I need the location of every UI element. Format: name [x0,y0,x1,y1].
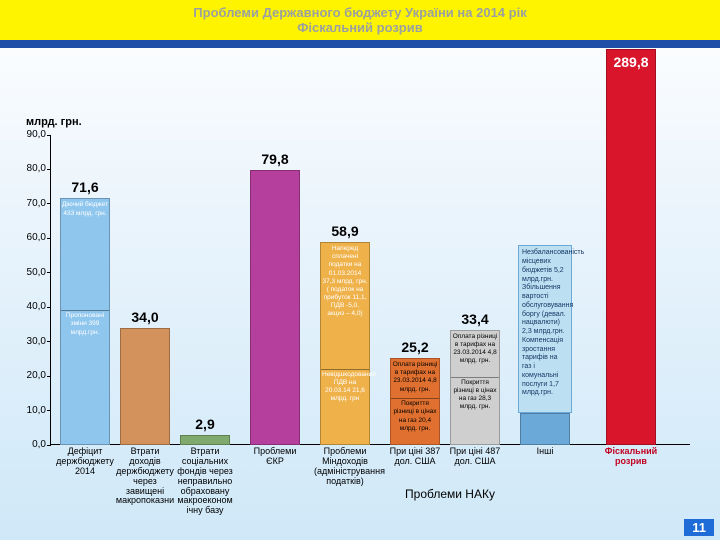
x-axis-label: Втрати соціальних фондів через неправиль… [174,447,236,516]
title-line-1: Проблеми Державного бюджету України на 2… [193,5,526,20]
bar [250,170,300,445]
bar [520,413,570,445]
y-tick: 80,0 [16,163,46,174]
x-axis-label: Проблеми ЄКР [244,447,306,467]
y-tick: 0,0 [16,439,46,450]
x-axis-label: Проблеми Міндоходів (адміністрування под… [314,447,376,487]
group-label: Проблеми НАКу [390,487,510,501]
bar-annotation: Покриття різниці в цінах на газ 20,4 млр… [391,400,439,444]
bar: Діючий бюджет 433 млрд. грн.Пропоновані … [60,198,110,445]
bar: 289,8 [606,49,656,445]
bar-value-label: 33,4 [450,311,500,327]
bar-annotation: Оплата різниці в тарифах на 23.03.2014 4… [391,361,439,396]
x-axis-label: Інші [514,447,576,457]
bar: Оплата різниці в тарифах на 23.03.2014 4… [390,358,440,445]
bar-value-label: 2,9 [180,416,230,432]
title-band: Проблеми Державного бюджету України на 2… [0,0,720,40]
x-axis-label: Втрати доходів держбюджету через завищен… [114,447,176,506]
x-axis-label: Фіскальний розрив [600,447,662,467]
bar-annotation: Невідшкодований ПДВ на 20.03.14 21,6 млр… [321,371,369,444]
bar: Наперед сплачені податки на 01.03.2014 3… [320,242,370,445]
bar-annotation: Наперед сплачені податки на 01.03.2014 3… [321,245,369,367]
bar [180,435,230,445]
y-tick: 10,0 [16,405,46,416]
bar-annotation-box: Незбалансованість місцевих бюджетів 5,2 … [518,245,572,413]
y-tick: 90,0 [16,129,46,140]
bar [120,328,170,445]
y-tick: 60,0 [16,232,46,243]
bar-divider [321,369,369,370]
y-axis [50,135,51,445]
y-axis-label: млрд. грн. [26,116,82,128]
y-tick: 50,0 [16,267,46,278]
x-axis-label: При ціні 487 дол. США [444,447,506,467]
y-tick: 20,0 [16,370,46,381]
bar-value-label: 58,9 [320,223,370,239]
bar-annotation: Пропоновані зміни 399 млрд.грн. [61,312,109,444]
bar-divider [451,377,499,378]
bar-annotation: Діючий бюджет 433 млрд. грн. [61,201,109,308]
bar-value-label: 289,8 [607,54,655,70]
y-tick: 70,0 [16,198,46,209]
y-tick: 40,0 [16,301,46,312]
title-line-2: Фіскальний розрив [297,20,422,35]
bar-annotation: Покриття різниці в цінах на газ 28,3 млр… [451,379,499,444]
bar-annotation: Оплата різниці в тарифах на 23.03.2014 4… [451,333,499,375]
bar: Оплата різниці в тарифах на 23.03.2014 4… [450,330,500,445]
y-tick: 30,0 [16,336,46,347]
title-underline [0,40,720,48]
slide-number: 11 [684,519,714,536]
x-axis-label: Дефіцит держбюджету 2014 [54,447,116,477]
bar-divider [391,398,439,399]
bar-value-label: 34,0 [120,309,170,325]
bar-value-label: 25,2 [390,339,440,355]
x-axis-label: При ціні 387 дол. США [384,447,446,467]
chart-plot: 0,010,020,030,040,050,060,070,080,090,0Д… [50,135,690,445]
bar-value-label: 79,8 [250,151,300,167]
bar-value-label: 71,6 [60,179,110,195]
